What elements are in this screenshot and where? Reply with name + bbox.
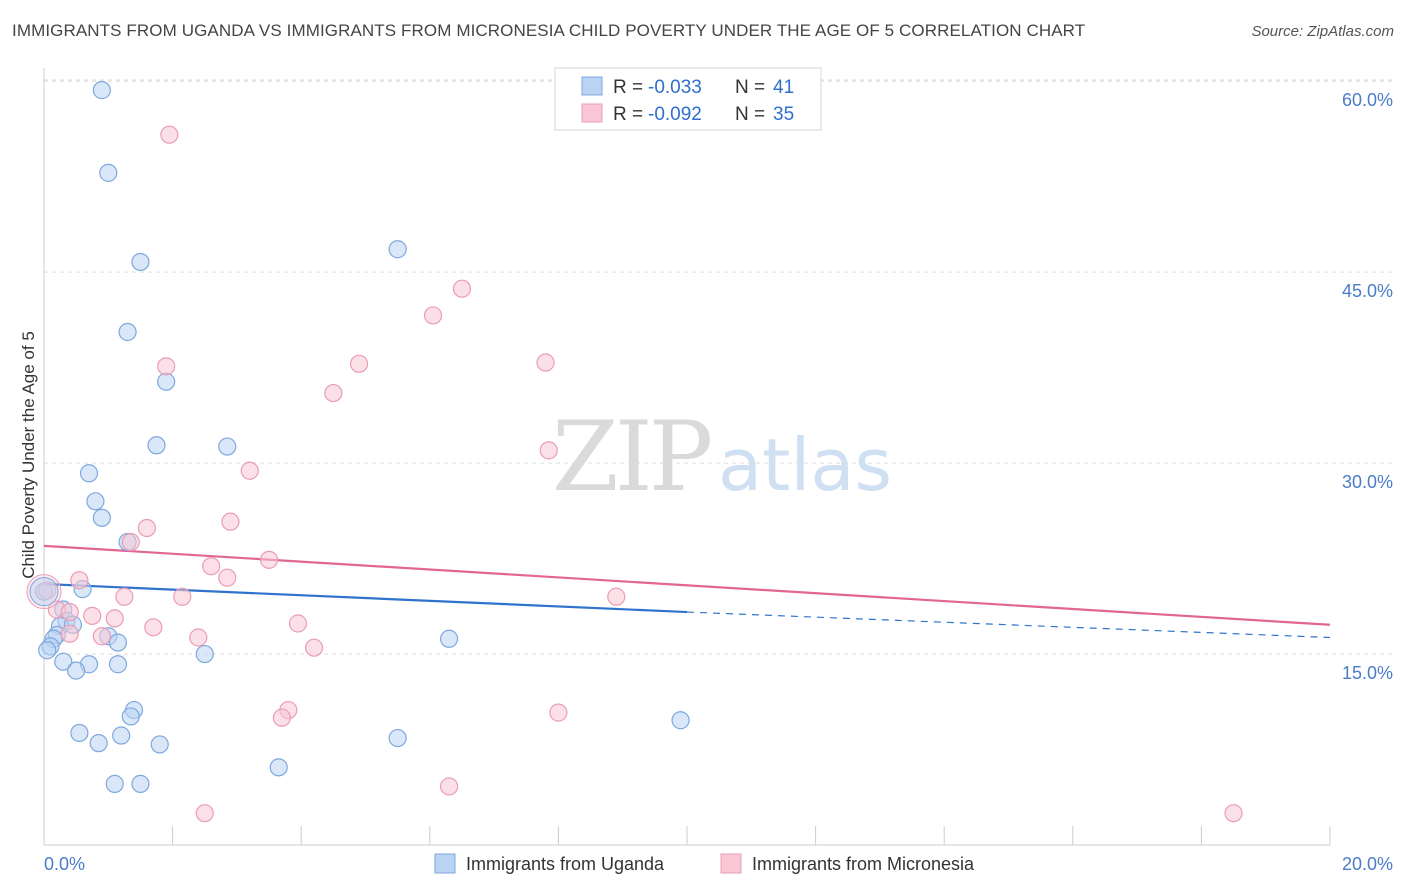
micronesia-point[interactable] [240, 461, 259, 480]
legend-swatch-micronesia[interactable] [720, 853, 742, 874]
micronesia-point[interactable] [160, 125, 179, 144]
micronesia-point[interactable] [83, 606, 102, 625]
uganda-point[interactable] [70, 723, 89, 743]
uganda-point[interactable] [54, 652, 73, 671]
trend-layer [43, 544, 1331, 639]
uganda-point[interactable] [150, 735, 169, 754]
micronesia-point[interactable] [173, 587, 192, 606]
micronesia-point[interactable] [105, 609, 124, 628]
uganda-point[interactable] [108, 633, 128, 652]
micronesia-point[interactable] [115, 587, 134, 606]
micronesia-point[interactable] [536, 353, 555, 372]
source-label: Source: ZipAtlas.com [1251, 23, 1394, 40]
stats-n-label-uganda: N = [735, 77, 765, 98]
micronesia-cluster-point[interactable] [26, 574, 62, 610]
micronesia-point[interactable] [259, 550, 279, 569]
stats-r-label-uganda: R = [613, 77, 643, 98]
micronesia-point[interactable] [288, 614, 308, 633]
micronesia-point[interactable] [70, 571, 89, 590]
micronesia-point[interactable] [157, 357, 176, 376]
micronesia-point[interactable] [272, 708, 292, 727]
uganda-point[interactable] [121, 707, 140, 726]
micronesia-point[interactable] [202, 557, 221, 576]
micronesia-trend-line [43, 544, 1331, 626]
stats-swatch-uganda [581, 76, 603, 96]
micronesia-point[interactable] [144, 618, 163, 637]
uganda-point[interactable] [269, 758, 288, 777]
uganda-point[interactable] [388, 240, 407, 259]
uganda-point[interactable] [388, 728, 407, 748]
micronesia-point[interactable] [607, 587, 626, 606]
micronesia-point[interactable] [304, 638, 324, 657]
watermark-zip: ZIP [552, 401, 711, 513]
stats-swatch-micronesia [581, 103, 603, 123]
uganda-point[interactable] [195, 644, 214, 664]
micronesia-point[interactable] [195, 804, 214, 823]
stats-n-label-micronesia: N = [735, 104, 765, 125]
uganda-point[interactable] [112, 726, 131, 745]
uganda-point[interactable] [67, 661, 86, 680]
chart-title: IMMIGRANTS FROM UGANDA VS IMMIGRANTS FRO… [12, 21, 1086, 40]
micronesia-point[interactable] [549, 703, 568, 722]
micronesia-point[interactable] [423, 306, 443, 325]
micronesia-point[interactable] [38, 581, 57, 600]
micronesia-point[interactable] [1224, 804, 1243, 823]
stats-box: R = -0.033 N = 41 R = -0.092 N = 35 [554, 67, 822, 131]
y-axis-label: Child Poverty Under the Age of 5 [19, 331, 38, 579]
uganda-trend-extension [686, 611, 1331, 639]
uganda-cluster-point[interactable] [29, 577, 59, 607]
legend-label-uganda[interactable]: Immigrants from Uganda [466, 854, 665, 874]
stats-n-value-uganda: 41 [773, 77, 794, 98]
grid-layer: 15.0% 30.0% 45.0% 60.0% [44, 79, 1393, 683]
uganda-point[interactable] [218, 437, 237, 456]
micronesia-point[interactable] [324, 383, 343, 403]
micronesia-point[interactable] [221, 512, 240, 531]
legend-label-micronesia[interactable]: Immigrants from Micronesia [752, 854, 975, 874]
stats-n-value-micronesia: 35 [773, 104, 794, 125]
uganda-point[interactable] [131, 774, 150, 793]
uganda-point[interactable] [131, 252, 150, 272]
micronesia-point[interactable] [539, 441, 558, 460]
y-tick-label: 30.0% [1342, 472, 1393, 492]
point-layer [26, 81, 1243, 823]
watermark-atlas: atlas [718, 423, 892, 507]
legend: Immigrants from Uganda Immigrants from M… [434, 853, 975, 874]
uganda-point[interactable] [147, 436, 166, 455]
y-tick-label: 45.0% [1342, 281, 1393, 301]
uganda-point[interactable] [118, 322, 137, 342]
micronesia-point[interactable] [137, 518, 156, 538]
x-tick-label-max: 20.0% [1342, 854, 1393, 874]
stats-r-value-uganda: -0.033 [648, 77, 702, 98]
micronesia-point[interactable] [121, 532, 140, 552]
uganda-point[interactable] [99, 163, 118, 182]
micronesia-point[interactable] [452, 279, 472, 298]
micronesia-point[interactable] [60, 624, 79, 643]
axis-layer [43, 68, 1331, 846]
uganda-point[interactable] [92, 81, 111, 100]
uganda-point[interactable] [92, 508, 111, 527]
x-tick-label-min: 0.0% [44, 854, 85, 874]
micronesia-point[interactable] [60, 602, 79, 622]
uganda-point[interactable] [89, 734, 108, 753]
y-tick-label: 15.0% [1342, 663, 1393, 683]
uganda-trend-line [43, 582, 688, 614]
micronesia-point[interactable] [349, 354, 369, 373]
stats-r-value-micronesia: -0.092 [648, 104, 702, 125]
uganda-point[interactable] [38, 641, 57, 660]
uganda-point[interactable] [439, 629, 459, 648]
uganda-point[interactable] [108, 655, 128, 674]
micronesia-point[interactable] [439, 777, 459, 796]
micronesia-point[interactable] [218, 568, 237, 587]
uganda-point[interactable] [671, 711, 690, 730]
micronesia-point[interactable] [189, 628, 208, 647]
micronesia-point[interactable] [92, 627, 111, 646]
uganda-point[interactable] [105, 774, 124, 793]
uganda-point[interactable] [79, 464, 99, 483]
stats-r-label-micronesia: R = [613, 104, 643, 125]
uganda-point[interactable] [157, 372, 176, 391]
uganda-point[interactable] [86, 492, 105, 511]
legend-swatch-uganda[interactable] [434, 853, 456, 874]
y-tick-label: 60.0% [1342, 90, 1393, 110]
